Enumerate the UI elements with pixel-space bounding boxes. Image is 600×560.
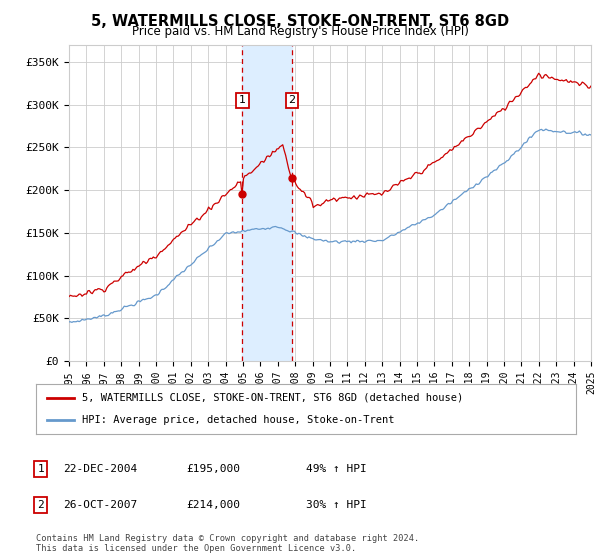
Text: £195,000: £195,000 bbox=[186, 464, 240, 474]
Text: £214,000: £214,000 bbox=[186, 500, 240, 510]
Text: 1: 1 bbox=[37, 464, 44, 474]
Text: 5, WATERMILLS CLOSE, STOKE-ON-TRENT, ST6 8GD (detached house): 5, WATERMILLS CLOSE, STOKE-ON-TRENT, ST6… bbox=[82, 393, 463, 403]
Text: 22-DEC-2004: 22-DEC-2004 bbox=[63, 464, 137, 474]
Text: HPI: Average price, detached house, Stoke-on-Trent: HPI: Average price, detached house, Stok… bbox=[82, 415, 394, 425]
Bar bbox=[242, 45, 292, 361]
Text: 2: 2 bbox=[289, 95, 296, 105]
Text: 26-OCT-2007: 26-OCT-2007 bbox=[63, 500, 137, 510]
Text: 2: 2 bbox=[37, 500, 44, 510]
Text: 1: 1 bbox=[239, 95, 246, 105]
Text: 49% ↑ HPI: 49% ↑ HPI bbox=[306, 464, 367, 474]
Text: Price paid vs. HM Land Registry's House Price Index (HPI): Price paid vs. HM Land Registry's House … bbox=[131, 25, 469, 38]
Text: Contains HM Land Registry data © Crown copyright and database right 2024.
This d: Contains HM Land Registry data © Crown c… bbox=[36, 534, 419, 553]
Text: 5, WATERMILLS CLOSE, STOKE-ON-TRENT, ST6 8GD: 5, WATERMILLS CLOSE, STOKE-ON-TRENT, ST6… bbox=[91, 14, 509, 29]
Text: 30% ↑ HPI: 30% ↑ HPI bbox=[306, 500, 367, 510]
